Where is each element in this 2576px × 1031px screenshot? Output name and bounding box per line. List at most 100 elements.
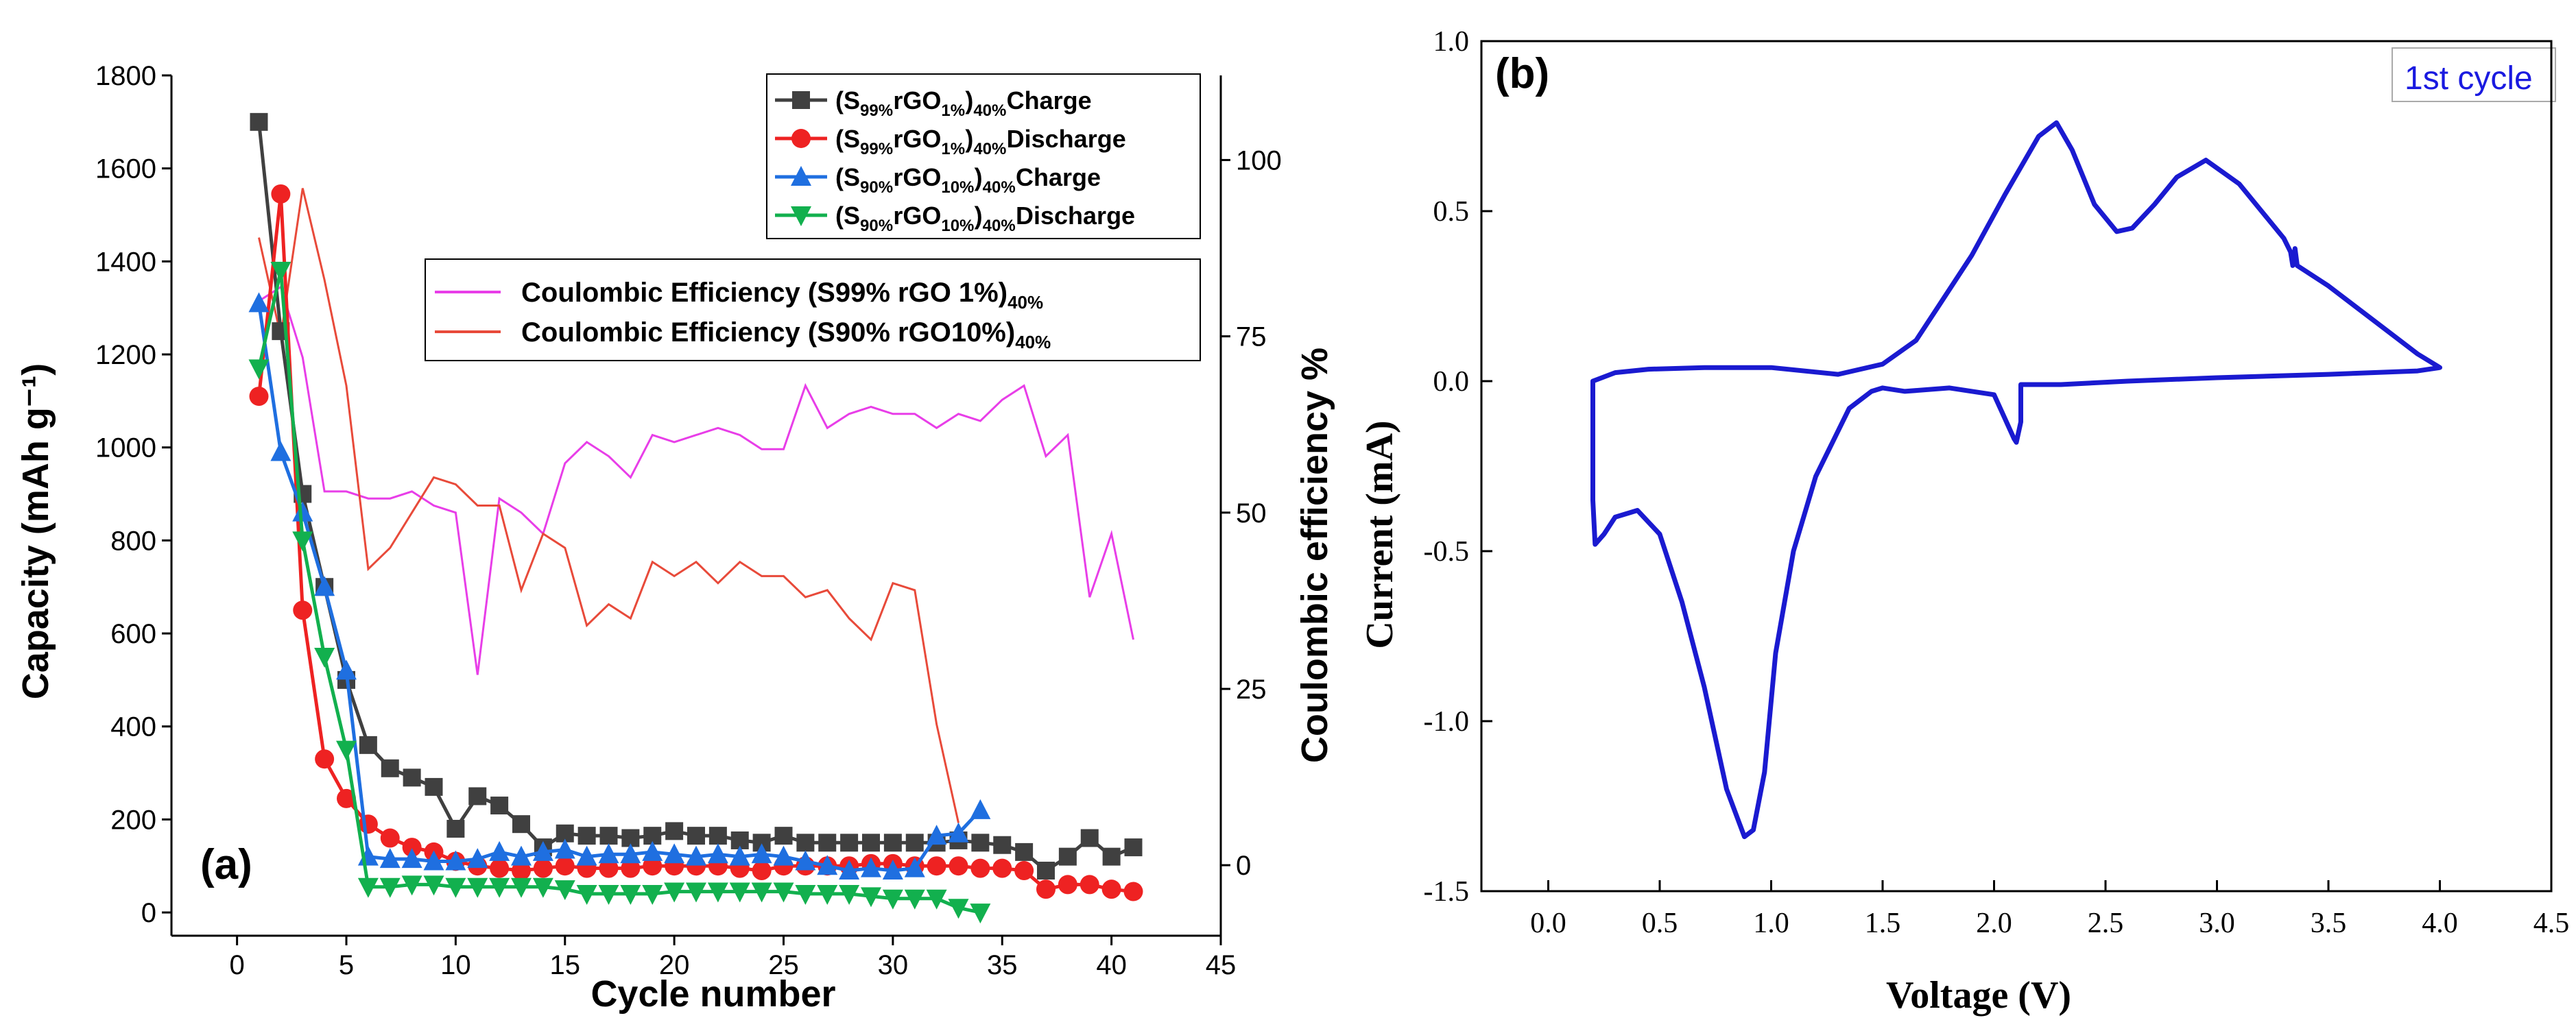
legend-entry-0: (S99% rGO1% )40% Charge — [835, 86, 1092, 120]
cycle-annotation: 1st cycle — [2405, 60, 2533, 97]
data-point-0 — [862, 834, 880, 852]
data-point-1 — [992, 858, 1012, 878]
data-point-3 — [248, 359, 270, 380]
data-point-2 — [576, 845, 597, 866]
data-point-1 — [752, 861, 772, 881]
data-point-2 — [270, 441, 291, 461]
voltage-tick-label: 2.0 — [1976, 908, 2012, 939]
data-point-2 — [948, 822, 969, 842]
data-point-0 — [905, 834, 924, 852]
capacity-tick-label: 800 — [110, 526, 156, 556]
data-point-0 — [490, 797, 509, 815]
data-point-2 — [554, 838, 575, 859]
data-point-1 — [380, 828, 400, 848]
legend-text: ) — [975, 202, 983, 230]
data-point-1 — [970, 858, 990, 878]
data-point-2 — [445, 850, 466, 871]
capacity-tick-label: 0 — [141, 898, 156, 928]
data-point-1 — [249, 387, 269, 407]
capacity-tick-label: 1400 — [95, 247, 156, 277]
data-point-2 — [817, 855, 838, 875]
data-point-1 — [555, 856, 575, 876]
legend-text: rGO — [893, 86, 941, 114]
data-point-3 — [620, 884, 641, 905]
data-point-3 — [423, 875, 444, 896]
legend-text: ) — [975, 163, 983, 191]
legend-text: Discharge — [1016, 202, 1135, 230]
data-point-0 — [818, 834, 837, 852]
data-point-0 — [403, 768, 421, 787]
voltage-tick-label: 4.0 — [2422, 908, 2458, 939]
capacity-tick-label: 1800 — [95, 61, 156, 91]
data-point-2 — [511, 845, 532, 866]
cycle-tick-label: 5 — [339, 950, 354, 980]
data-point-0 — [796, 834, 815, 852]
data-point-0 — [381, 759, 399, 777]
coulombic-tick-label: 25 — [1236, 675, 1267, 705]
legend-subscript: 99% — [860, 101, 893, 120]
cycle-tick-label: 20 — [659, 950, 690, 980]
data-point-0 — [1058, 847, 1077, 866]
cycle-axis-label: Cycle number — [591, 973, 835, 1015]
cycle-tick-label: 35 — [987, 950, 1018, 980]
data-point-3 — [839, 884, 860, 905]
legend-subscript: 1% — [941, 101, 965, 120]
data-point-1 — [949, 856, 968, 876]
data-point-3 — [817, 884, 838, 905]
data-point-1 — [599, 858, 619, 878]
legend-text: Discharge — [1007, 125, 1126, 153]
data-point-1 — [533, 858, 553, 878]
data-point-0 — [577, 827, 596, 845]
data-point-3 — [467, 877, 488, 898]
cycle-tick-label: 25 — [768, 950, 799, 980]
data-point-3 — [357, 877, 379, 898]
current-axis-label: Current (mA) — [1359, 420, 1401, 648]
current-tick-label: -1.0 — [1424, 706, 1470, 738]
data-point-0 — [512, 815, 530, 834]
data-point-3 — [729, 882, 750, 903]
voltage-tick-label: 3.0 — [2199, 908, 2235, 939]
legend-swatch-marker — [792, 91, 810, 109]
data-point-3 — [489, 877, 510, 898]
data-point-3 — [314, 647, 335, 668]
data-point-1 — [512, 861, 531, 881]
voltage-tick-label: 1.5 — [1865, 908, 1901, 939]
data-point-2 — [379, 848, 401, 869]
voltage-axis-label: Voltage (V) — [1886, 974, 2071, 1017]
current-tick-label: 1.0 — [1433, 26, 1470, 58]
data-point-3 — [379, 877, 401, 898]
voltage-tick-label: 3.5 — [2311, 908, 2347, 939]
data-point-3 — [861, 887, 881, 908]
legend-entry-4: Coulombic Efficiency (S99% rGO 1%)40% — [521, 278, 1043, 313]
legend-subscript: 40% — [1007, 292, 1043, 313]
data-point-2 — [926, 825, 947, 845]
data-point-2 — [904, 857, 925, 877]
legend-capacity-box — [766, 73, 1201, 239]
data-point-2 — [773, 845, 794, 866]
data-point-3 — [401, 875, 422, 896]
current-tick-label: 0.0 — [1433, 366, 1470, 398]
legend-subscript: 10% — [941, 178, 974, 197]
current-tick-label: 0.5 — [1433, 196, 1470, 228]
legend-subscript: 40% — [973, 140, 1006, 158]
data-point-3 — [686, 882, 706, 903]
data-point-2 — [664, 843, 685, 864]
legend-subscript: 40% — [1015, 332, 1051, 352]
data-point-3 — [554, 880, 575, 901]
data-point-0 — [446, 819, 465, 838]
capacity-tick-label: 400 — [110, 712, 156, 742]
cycle-tick-label: 10 — [440, 950, 471, 980]
cycle-tick-label: 40 — [1096, 950, 1127, 980]
panel-a-label: (a) — [200, 841, 252, 888]
data-point-0 — [774, 827, 793, 845]
legend-entry-5: Coulombic Efficiency (S90% rGO10%)40% — [521, 317, 1051, 352]
legend-text: rGO — [893, 163, 941, 191]
data-point-1 — [621, 858, 641, 878]
data-point-2 — [248, 292, 270, 313]
data-point-2 — [839, 860, 860, 880]
legend-swatch-marker — [791, 166, 811, 186]
coulombic-tick-label: 100 — [1236, 145, 1282, 175]
data-point-1 — [358, 814, 378, 834]
cycle-tick-label: 45 — [1206, 950, 1237, 980]
